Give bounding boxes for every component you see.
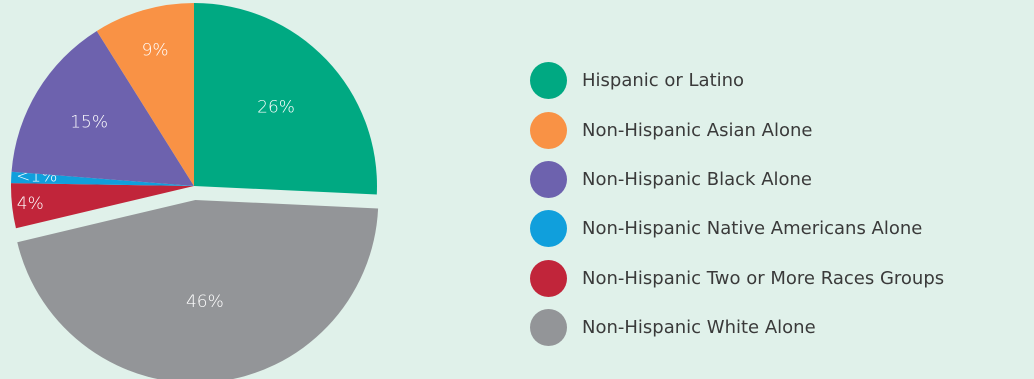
legend-label: Hispanic or Latino: [582, 70, 745, 92]
legend-item-non-hispanic-black-alone: Non-Hispanic Black Alone: [530, 155, 944, 204]
legend-item-non-hispanic-two-or-more-races-groups: Non-Hispanic Two or More Races Groups: [530, 254, 944, 303]
legend-swatch: [530, 259, 567, 297]
legend-label: Non-Hispanic Black Alone: [582, 168, 813, 190]
legend-item-non-hispanic-white-alone: Non-Hispanic White Alone: [530, 303, 944, 352]
legend-swatch: [530, 160, 567, 198]
slice-label-non-hispanic-white-alone: 46%: [186, 292, 224, 312]
slice-label-hispanic-or-latino: 26%: [257, 98, 295, 118]
slice-label-non-hispanic-two-or-more-races-groups: 4%: [17, 194, 44, 214]
pie-slice-non-hispanic-asian-alone: [96, 3, 194, 186]
pie-slice-hispanic-or-latino: [194, 3, 377, 195]
legend-swatch: [530, 111, 567, 149]
legend-swatch: [530, 210, 567, 248]
pie-slice-non-hispanic-native-americans-alone: [11, 171, 195, 186]
legend-item-hispanic-or-latino: Hispanic or Latino: [530, 56, 944, 105]
legend-swatch: [530, 309, 567, 347]
legend-label: Non-Hispanic Native Americans Alone: [582, 218, 923, 240]
legend-item-non-hispanic-asian-alone: Non-Hispanic Asian Alone: [530, 105, 944, 154]
slice-label-non-hispanic-asian-alone: 9%: [142, 41, 169, 61]
legend-label: Non-Hispanic Asian Alone: [582, 119, 813, 141]
pie-slice-non-hispanic-white-alone: [17, 199, 379, 379]
legend-label: Non-Hispanic Two or More Races Groups: [582, 267, 945, 289]
pie-slice-non-hispanic-two-or-more-races-groups: [10, 183, 194, 229]
pie-slice-non-hispanic-black-alone: [11, 30, 194, 187]
legend-label: Non-Hispanic White Alone: [582, 317, 816, 339]
legend-item-non-hispanic-native-americans-alone: Non-Hispanic Native Americans Alone: [530, 204, 944, 253]
legend: Hispanic or Latino Non-Hispanic Asian Alo…: [530, 56, 944, 352]
legend-swatch: [530, 62, 567, 100]
pie-chart-svg: 26%46%4%<1%15%9%: [10, 3, 379, 379]
slice-label-non-hispanic-black-alone: 15%: [70, 113, 108, 133]
